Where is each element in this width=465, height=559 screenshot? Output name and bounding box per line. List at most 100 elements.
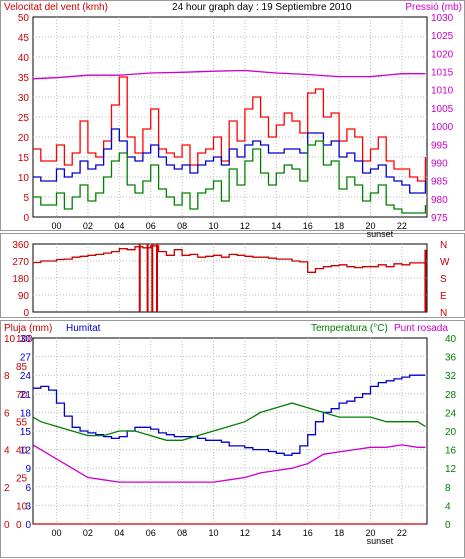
pressure-tick-label: 975 bbox=[431, 213, 448, 224]
humidity-tick-label: 85 bbox=[16, 362, 28, 373]
wind-tick-label: 10 bbox=[18, 173, 30, 184]
climate-plot-area bbox=[32, 337, 428, 525]
climate-x-tick-label: 12 bbox=[240, 528, 250, 538]
humidity-tick-label: 40 bbox=[16, 446, 28, 457]
humidity-line bbox=[33, 374, 426, 456]
climate-x-tick-label: 02 bbox=[83, 528, 93, 538]
pressure-tick-label: 1015 bbox=[431, 68, 454, 79]
humidity-axis-tick-label: 9 bbox=[25, 464, 31, 475]
dewpoint-axis-title: Punt rosada bbox=[394, 323, 448, 334]
climate-x-tick-label: 04 bbox=[114, 528, 124, 538]
wind-tick-label: 20 bbox=[18, 133, 30, 144]
humidity-tick-label: 100 bbox=[16, 334, 33, 345]
humidity-axis-tick-label: 18 bbox=[20, 408, 32, 419]
wind-x-tick-label: 04 bbox=[114, 221, 124, 231]
wind-tick-label: 30 bbox=[18, 93, 30, 104]
pressure-line bbox=[32, 69, 426, 80]
rain-tick-label: 8 bbox=[4, 371, 10, 382]
humidity-axis-tick-label: 30 bbox=[20, 334, 32, 345]
humidity-axis-tick-label: 0 bbox=[25, 520, 31, 531]
temperature-tick-label: 32 bbox=[445, 371, 457, 382]
climate-x-tick-label: 08 bbox=[177, 528, 187, 538]
climate-x-tick-label: 14 bbox=[271, 528, 281, 538]
direction-tick-label: 180 bbox=[12, 274, 29, 285]
temperature-tick-label: 0 bbox=[445, 520, 451, 531]
wind-axis-title: Velocitat del vent (kmh) bbox=[4, 2, 108, 13]
climate-x-tick-label: 06 bbox=[146, 528, 156, 538]
wind-tick-label: 50 bbox=[18, 13, 30, 24]
wind-x-tick-label: 22 bbox=[397, 221, 407, 231]
climate-x-tick-label: 22 bbox=[397, 528, 407, 538]
direction-plot-area bbox=[32, 243, 428, 313]
wind-tick-label: 5 bbox=[23, 193, 29, 204]
humidity-tick-label: 10 bbox=[16, 501, 28, 512]
wind-x-tick-label: 14 bbox=[271, 221, 281, 231]
temperature-tick-label: 36 bbox=[445, 353, 457, 364]
gust-line bbox=[33, 76, 427, 182]
humidity-axis-tick-label: 24 bbox=[20, 371, 32, 382]
pressure-tick-label: 995 bbox=[431, 140, 448, 151]
wind-x-tick-label: 16 bbox=[303, 221, 313, 231]
humidity-tick-label: 0 bbox=[16, 520, 22, 531]
pressure-tick-label: 1020 bbox=[431, 49, 454, 60]
humidity-axis-tick-label: 3 bbox=[25, 501, 31, 512]
temperature-tick-label: 20 bbox=[445, 427, 457, 438]
humidity-axis-title: Humitat bbox=[66, 323, 101, 334]
temperature-tick-label: 24 bbox=[445, 408, 457, 419]
wind-x-tick-label: 06 bbox=[146, 221, 156, 231]
compass-tick-label: W bbox=[440, 257, 450, 268]
humidity-axis-tick-label: 6 bbox=[25, 483, 31, 494]
direction-tick-label: 90 bbox=[18, 291, 30, 302]
temperature-axis-title: Temperatura (°C) bbox=[311, 323, 388, 334]
wind-plot-area bbox=[32, 16, 428, 218]
humidity-axis-tick-label: 27 bbox=[20, 353, 32, 364]
pressure-tick-label: 985 bbox=[431, 177, 448, 188]
pressure-tick-label: 990 bbox=[431, 158, 448, 169]
pressure-axis-title: Pressió (mb) bbox=[405, 2, 462, 13]
direction-tick-label: 270 bbox=[12, 257, 29, 268]
wind-tick-label: 35 bbox=[18, 73, 30, 84]
humidity-axis-tick-label: 12 bbox=[20, 446, 32, 457]
temperature-tick-label: 16 bbox=[445, 446, 457, 457]
compass-tick-label: E bbox=[440, 291, 447, 302]
pressure-tick-label: 1010 bbox=[431, 86, 454, 97]
temperature-tick-label: 8 bbox=[445, 483, 451, 494]
compass-tick-label: S bbox=[440, 274, 447, 285]
chart-title: 24 hour graph day : 19 Septiembre 2010 bbox=[172, 2, 352, 13]
wind-tick-label: 15 bbox=[18, 153, 30, 164]
pressure-tick-label: 980 bbox=[431, 195, 448, 206]
temperature-tick-label: 40 bbox=[445, 334, 457, 345]
pressure-tick-label: 1005 bbox=[431, 104, 454, 115]
pressure-tick-label: 1025 bbox=[431, 31, 454, 42]
humidity-tick-label: 70 bbox=[16, 390, 28, 401]
wind-tick-label: 0 bbox=[23, 213, 29, 224]
climate-x-tick-label: 00 bbox=[52, 528, 62, 538]
wind-x-tick-label: 20 bbox=[365, 221, 375, 231]
wind-x-tick-label: 18 bbox=[334, 221, 344, 231]
pressure-tick-label: 1030 bbox=[431, 13, 454, 24]
rain-axis-title: Pluja (mm) bbox=[4, 323, 52, 334]
wind-tick-label: 40 bbox=[18, 53, 30, 64]
direction-tick-label: 360 bbox=[12, 240, 29, 251]
wind-x-tick-label: 02 bbox=[83, 221, 93, 231]
wind-x-tick-label: 10 bbox=[209, 221, 219, 231]
compass-tick-label: N bbox=[440, 240, 447, 251]
wind-x-tick-label: 08 bbox=[177, 221, 187, 231]
wind-direction-line bbox=[33, 245, 426, 273]
avg-speed-line bbox=[33, 128, 427, 194]
temperature-tick-label: 12 bbox=[445, 464, 457, 475]
rain-tick-label: 0 bbox=[4, 520, 10, 531]
direction-tick-label: 0 bbox=[23, 308, 29, 319]
sunset-label: sunset bbox=[367, 536, 394, 546]
temperature-tick-label: 4 bbox=[445, 501, 451, 512]
humidity-tick-label: 55 bbox=[16, 418, 28, 429]
climate-x-tick-label: 20 bbox=[365, 528, 375, 538]
humidity-axis-tick-label: 15 bbox=[20, 427, 32, 438]
temperature-line bbox=[32, 402, 426, 441]
rain-tick-label: 2 bbox=[4, 483, 10, 494]
rain-tick-label: 4 bbox=[4, 446, 10, 457]
humidity-tick-label: 25 bbox=[16, 474, 28, 485]
wind-x-tick-label: 00 bbox=[52, 221, 62, 231]
